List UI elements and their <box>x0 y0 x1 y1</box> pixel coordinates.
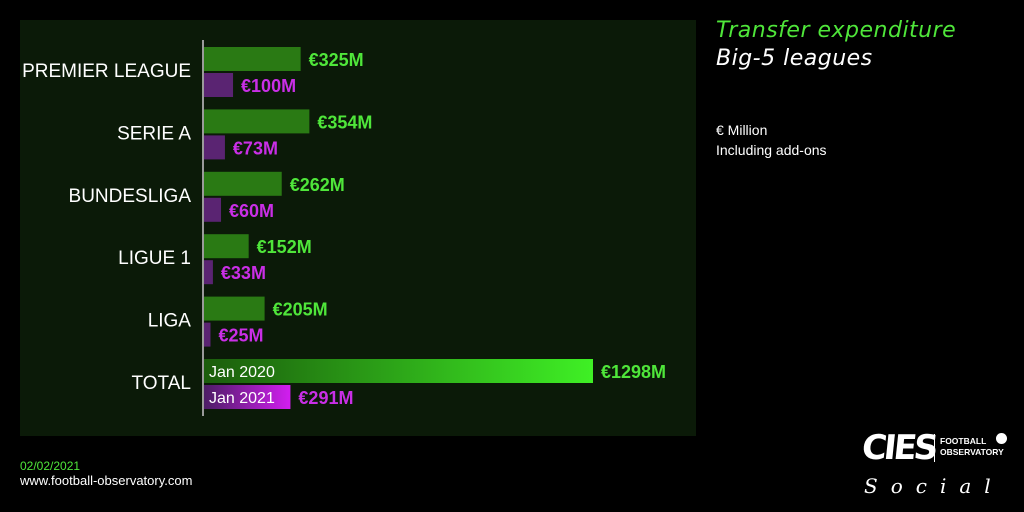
value-label-jan2020-serie-a: €354M <box>317 112 372 132</box>
website-url: www.football-observatory.com <box>20 473 193 488</box>
bar-jan2021-liga <box>203 322 211 347</box>
value-label-jan2021-liga: €25M <box>219 326 264 346</box>
value-label-jan2021-ligue-1: €33M <box>221 263 266 283</box>
bar-jan2021-ligue-1 <box>203 260 213 285</box>
logo-line2: OBSERVATORY <box>940 447 1004 457</box>
value-label-jan2021-serie-a: €73M <box>233 138 278 158</box>
category-label-total: TOTAL <box>132 373 191 394</box>
bar-jan2020-bundesliga <box>203 171 282 196</box>
category-label-serie-a: SERIE A <box>117 123 191 144</box>
chart-title: Transfer expenditure <box>716 18 957 43</box>
logo-line1: FOOTBALL <box>940 436 987 446</box>
value-label-jan2021-premier-league: €100M <box>241 76 296 96</box>
unit-note: € Million <box>716 122 768 138</box>
bar-jan2020-premier-league <box>203 47 301 71</box>
bar-jan2020-total <box>203 359 593 383</box>
legend-jan2021: Jan 2021 <box>209 390 275 407</box>
value-label-jan2020-bundesliga: €262M <box>290 175 345 195</box>
category-label-premier-league: PREMIER LEAGUE <box>22 61 191 82</box>
logo-mark: CIES <box>859 428 938 468</box>
value-label-jan2020-liga: €205M <box>273 300 328 320</box>
bar-jan2021-premier-league <box>203 73 234 97</box>
bar-jan2020-ligue-1 <box>203 234 249 259</box>
chart-panel: PREMIER LEAGUE €325M €100M SERIE A €354M €73M… <box>20 20 696 436</box>
category-label-liga: LIGA <box>148 311 192 332</box>
value-label-jan2021-total: €291M <box>298 388 353 408</box>
legend-jan2020: Jan 2020 <box>209 364 275 381</box>
value-label-jan2020-premier-league: €325M <box>309 50 364 70</box>
bar-jan2020-liga <box>203 296 265 321</box>
logo-tagline: Social <box>864 474 1004 498</box>
category-label-ligue-1: LIGUE 1 <box>118 248 191 269</box>
logo-divider <box>934 434 935 462</box>
value-label-jan2020-ligue-1: €152M <box>257 237 312 257</box>
football-icon <box>996 433 1007 444</box>
cies-logo: CIES FOOTBALL OBSERVATORY Social <box>859 428 1012 508</box>
value-label-jan2020-total: €1298M <box>601 362 666 382</box>
category-label-bundesliga: BUNDESLIGA <box>69 186 192 207</box>
bar-chart: PREMIER LEAGUE €325M €100M SERIE A €354M €73M… <box>22 40 666 416</box>
value-label-jan2021-bundesliga: €60M <box>229 201 274 221</box>
chart-subtitle: Big-5 leagues <box>716 46 873 71</box>
bar-jan2020-serie-a <box>203 109 310 134</box>
bar-jan2021-serie-a <box>203 135 225 160</box>
bar-jan2021-bundesliga <box>203 197 222 222</box>
addons-note: Including add-ons <box>716 142 827 158</box>
logo-text: FOOTBALL OBSERVATORY <box>940 436 1004 458</box>
bar-jan2021-total <box>203 385 291 409</box>
publication-date: 02/02/2021 <box>20 459 81 473</box>
